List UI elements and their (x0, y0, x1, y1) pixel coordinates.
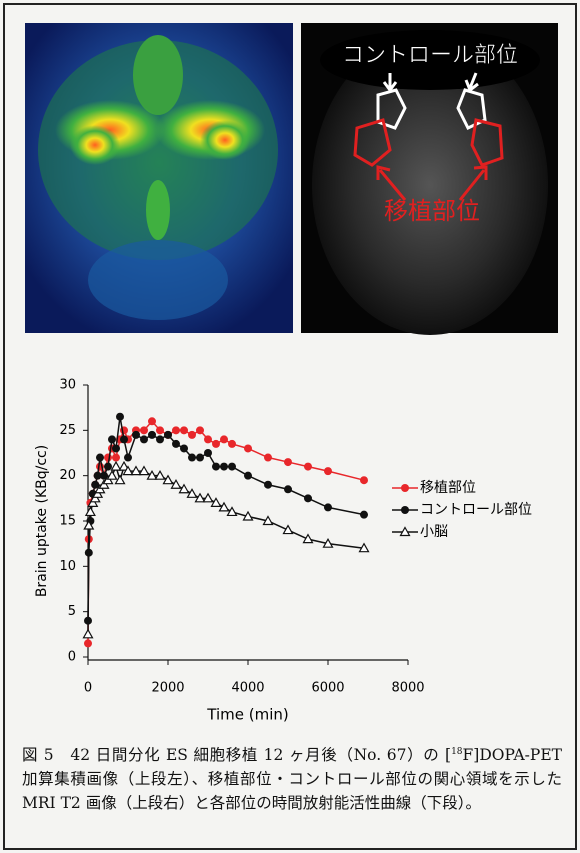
point (212, 463, 220, 471)
point (112, 444, 120, 452)
point (84, 639, 92, 647)
point (108, 471, 117, 479)
legend-label: 小脳 (420, 524, 448, 540)
point (228, 440, 236, 448)
point (304, 494, 312, 502)
point (156, 435, 164, 443)
point (204, 435, 212, 443)
point (244, 444, 252, 452)
point (212, 440, 220, 448)
x-tick-label: 2000 (151, 681, 184, 696)
x-tick-label: 4000 (231, 681, 264, 696)
point (188, 454, 196, 462)
point (148, 417, 156, 425)
figure: コントロール部位 移植部位 Brain uptake (KBq/cc) Time… (0, 0, 580, 853)
point (156, 426, 164, 434)
point (244, 472, 252, 480)
point (172, 440, 180, 448)
point (196, 454, 204, 462)
control-label: コントロール部位 (342, 43, 518, 68)
point (140, 435, 148, 443)
y-tick-label: 10 (59, 559, 76, 574)
point (140, 426, 148, 434)
x-axis-label: Time (min) (206, 706, 288, 724)
point (196, 426, 204, 434)
point (360, 511, 368, 519)
point (172, 426, 180, 434)
legend-marker (401, 484, 409, 492)
point (112, 454, 120, 462)
mri-image: コントロール部位 移植部位 (301, 23, 558, 335)
point (228, 463, 236, 471)
y-tick-label: 15 (59, 514, 76, 529)
x-tick-label: 8000 (391, 681, 424, 696)
caption-text: 図 5 42 日間分化 ES 細胞移植 12 ヶ月後（No. 67）の [ (22, 746, 451, 764)
point (116, 413, 124, 421)
y-tick-label: 30 (59, 378, 76, 393)
point (164, 431, 172, 439)
point (284, 485, 292, 493)
point (188, 431, 196, 439)
point (220, 463, 228, 471)
point (96, 454, 104, 462)
y-tick-label: 20 (59, 468, 76, 483)
series-line (88, 467, 364, 635)
legend-marker (401, 506, 409, 514)
series-line (88, 417, 364, 621)
y-tick-label: 25 (59, 423, 76, 438)
point (108, 435, 116, 443)
point (360, 476, 368, 484)
page: コントロール部位 移植部位 Brain uptake (KBq/cc) Time… (0, 0, 580, 853)
y-axis-label: Brain uptake (KBq/cc) (34, 445, 50, 597)
point (180, 444, 188, 452)
caption: 図 5 42 日間分化 ES 細胞移植 12 ヶ月後（No. 67）の [18F… (22, 740, 562, 815)
x-tick-label: 0 (84, 681, 92, 696)
point (204, 449, 212, 457)
legend-label: 移植部位 (420, 480, 476, 496)
x-tick-label: 6000 (311, 681, 344, 696)
point (104, 454, 112, 462)
legend-label: コントロール部位 (420, 502, 532, 518)
point (220, 435, 228, 443)
point (148, 431, 156, 439)
caption-sup: 18 (451, 747, 462, 757)
y-tick-label: 0 (68, 650, 76, 665)
point (132, 431, 140, 439)
point (304, 535, 313, 543)
pet-image (25, 23, 293, 333)
point (304, 463, 312, 471)
point (324, 467, 332, 475)
point (84, 630, 93, 638)
point (264, 454, 272, 462)
point (86, 507, 95, 515)
point (180, 426, 188, 434)
point (104, 463, 112, 471)
point (124, 454, 132, 462)
graft-label: 移植部位 (384, 197, 480, 225)
point (284, 458, 292, 466)
point (112, 462, 121, 470)
point (324, 503, 332, 511)
point (120, 435, 128, 443)
point (284, 526, 293, 534)
point (264, 481, 272, 489)
y-tick-label: 5 (68, 604, 76, 619)
